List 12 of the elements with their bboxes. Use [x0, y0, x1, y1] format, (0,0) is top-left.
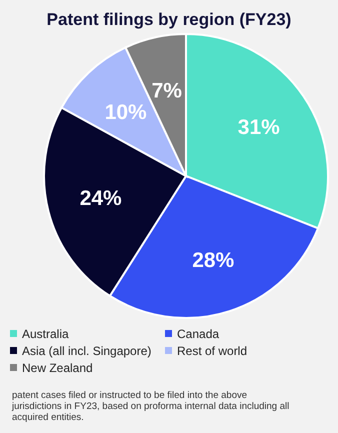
legend-label: Rest of world: [177, 344, 248, 358]
data-label: 10%: [104, 101, 148, 124]
data-label: 28%: [192, 249, 235, 272]
data-label: 7%: [152, 79, 182, 102]
text: patent cases filed or instructed to be filed into the above jurisdictions in FY23, based on proforma internal data including all acquired entities.: [11, 390, 290, 423]
legend-label: Asia (all incl. Singapore): [22, 344, 152, 358]
legend-label: New Zealand: [22, 361, 93, 376]
data-label: 31%: [238, 116, 280, 139]
legend-label: Canada: [177, 327, 220, 342]
data-label: 24%: [80, 187, 122, 210]
chart-title: Patent filings by region (FY23): [46, 10, 292, 29]
legend-label: Australia: [22, 327, 70, 342]
